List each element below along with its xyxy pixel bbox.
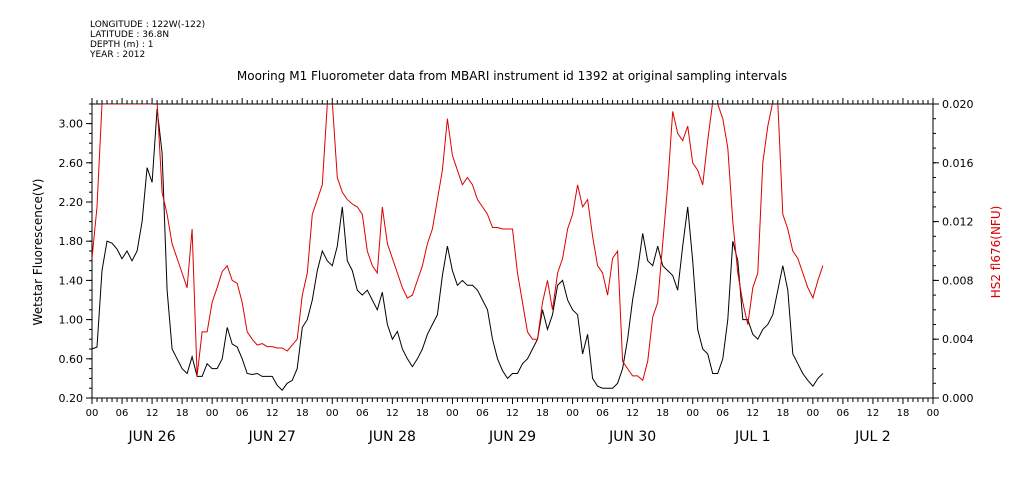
x-hour-label: 18 xyxy=(776,408,789,419)
depth-text: DEPTH (m) : 1 xyxy=(90,40,154,50)
x-hour-label: 00 xyxy=(806,408,819,419)
x-hour-label: 18 xyxy=(897,408,910,419)
x-day-label: JUL 2 xyxy=(854,429,891,445)
x-hour-label: 18 xyxy=(416,408,429,419)
x-hour-label: 06 xyxy=(356,408,369,419)
plot-frame xyxy=(91,103,934,399)
x-hour-label: 12 xyxy=(386,408,399,419)
longitude-text: LONGITUDE : 122W(-122) xyxy=(90,20,206,30)
y-left-tick-label: 1.00 xyxy=(59,314,84,327)
y-left-tick-label: 1.80 xyxy=(59,235,84,248)
year-text: YEAR : 2012 xyxy=(90,50,146,60)
x-hour-label: 06 xyxy=(476,408,489,419)
y-left-tick-label: 2.60 xyxy=(59,157,84,170)
y-left-tick-label: 1.40 xyxy=(59,274,84,287)
x-hour-label: 12 xyxy=(867,408,880,419)
y-right-tick-label: 0.012 xyxy=(942,216,974,229)
y-right-tick-label: 0.004 xyxy=(942,333,974,346)
latitude-text: LATITUDE : 36.8N xyxy=(90,30,170,40)
y-left-tick-label: 2.20 xyxy=(59,196,84,209)
series-line-wetstar xyxy=(92,108,824,391)
metadata-block: LONGITUDE : 122W(-122) LATITUDE : 36.8N … xyxy=(90,20,205,60)
x-hour-label: 06 xyxy=(837,408,850,419)
y-left-tick-label: 3.00 xyxy=(59,118,84,131)
chart-title: Mooring M1 Fluorometer data from MBARI i… xyxy=(237,69,787,83)
plot-border xyxy=(91,103,934,399)
x-hour-label: 00 xyxy=(206,408,219,419)
y-right-tick-label: 0.020 xyxy=(942,98,974,111)
y-left-axis-label: Wetstar Fluorescence(V) xyxy=(31,179,45,326)
x-hour-label: 06 xyxy=(596,408,609,419)
x-day-label: JUN 30 xyxy=(608,429,656,445)
x-hour-label: 06 xyxy=(236,408,249,419)
x-day-label: JUN 27 xyxy=(248,429,296,445)
x-hour-label: 00 xyxy=(86,408,99,419)
x-hour-label: 18 xyxy=(536,408,549,419)
x-hour-label: 00 xyxy=(927,408,940,419)
x-hour-label: 12 xyxy=(626,408,639,419)
x-day-label: JUN 28 xyxy=(368,429,416,445)
x-day-label: JUN 26 xyxy=(128,429,176,445)
ticks-group: 00 06 12 18 00 06 12 18 00 06 12 18 00 06 12 18 00 06 12 18… xyxy=(59,98,974,445)
x-hour-label: 12 xyxy=(746,408,759,419)
x-hour-label: 06 xyxy=(116,408,129,419)
y-right-tick-label: 0.016 xyxy=(942,157,974,170)
y-right-tick-label: 0.008 xyxy=(942,274,974,287)
series-line-hs2 xyxy=(92,104,824,382)
y-right-axis-label: HS2 fl676(NFU) xyxy=(989,206,1003,299)
x-hour-label: 18 xyxy=(176,408,189,419)
x-hour-label: 00 xyxy=(566,408,579,419)
x-hour-label: 12 xyxy=(506,408,519,419)
x-hour-label: 06 xyxy=(716,408,729,419)
series-group xyxy=(92,104,824,391)
y-right-tick-label: 0.000 xyxy=(942,392,974,405)
x-hour-label: 18 xyxy=(296,408,309,419)
y-left-tick-label: 0.20 xyxy=(59,392,84,405)
x-hour-label: 00 xyxy=(446,408,459,419)
x-day-label: JUL 1 xyxy=(734,429,771,445)
x-hour-label: 12 xyxy=(146,408,159,419)
x-hour-label: 18 xyxy=(656,408,669,419)
x-day-label: JUN 29 xyxy=(488,429,536,445)
x-hour-label: 00 xyxy=(326,408,339,419)
x-hour-label: 00 xyxy=(686,408,699,419)
x-hour-label: 12 xyxy=(266,408,279,419)
y-left-tick-label: 0.60 xyxy=(59,353,84,366)
